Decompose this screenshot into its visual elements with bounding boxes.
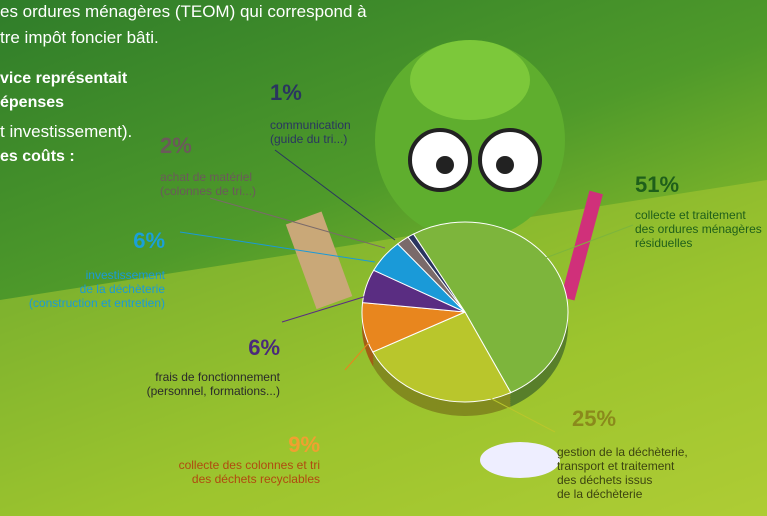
annotation: épenses [0,94,64,112]
mascot-pupil [436,156,454,174]
slice-label: gestion de la déchèterie, transport et t… [557,445,688,501]
mascot-foot [480,442,560,478]
annotation: es ordures ménagères (TEOM) qui correspo… [0,2,367,22]
value-label: 25% [572,406,616,432]
value-label: 2% [160,133,192,159]
value-label: 1% [270,80,302,106]
infographic: es ordures ménagères (TEOM) qui correspo… [0,0,767,516]
annotation: es coûts : [0,148,75,166]
value-label: 6% [248,335,280,361]
annotation: t investissement). [0,122,132,142]
value-label: 6% [133,228,165,254]
value-label: 51% [635,172,679,198]
value-label: 9% [288,432,320,458]
annotation: vice représentait [0,70,127,88]
slice-label: frais de fonctionnement (personnel, form… [147,370,280,398]
slice-label: collecte et traitement des ordures ménag… [635,208,762,250]
mascot-highlight [410,40,530,120]
slice-label: collecte des colonnes et tri des déchets… [179,458,320,486]
annotation: tre impôt foncier bâti. [0,28,159,48]
slice-label: investissement de la déchèterie (constru… [29,268,165,310]
mascot-pupil [496,156,514,174]
slice-label: communication (guide du tri...) [270,118,351,146]
slice-label: achat de matériel (colonnes de tri...) [160,170,256,198]
